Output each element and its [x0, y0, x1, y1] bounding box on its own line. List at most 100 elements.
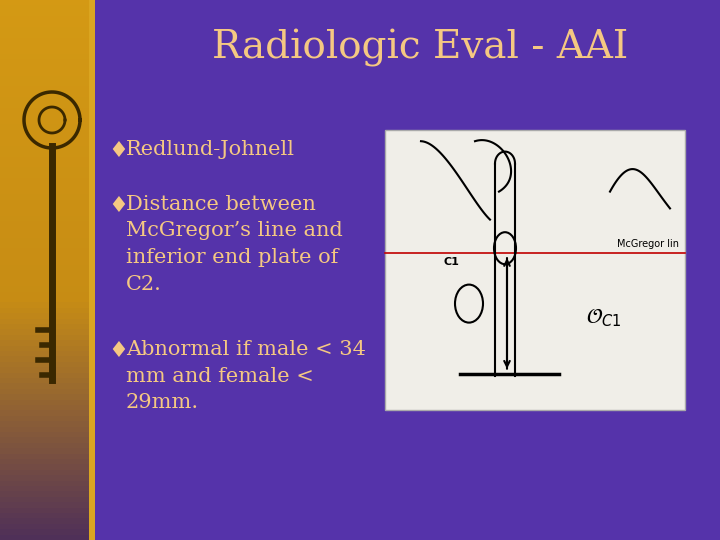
Bar: [0, 459, 95, 465]
Bar: [0, 27, 95, 33]
Bar: [0, 324, 95, 330]
Bar: [0, 508, 95, 514]
Bar: [385, 130, 685, 410]
Bar: [0, 437, 95, 444]
Bar: [0, 389, 95, 395]
Bar: [0, 362, 95, 368]
Bar: [0, 248, 95, 255]
Bar: [0, 173, 95, 179]
Bar: [0, 475, 95, 482]
Bar: [0, 356, 95, 363]
Bar: [0, 0, 95, 6]
Bar: [0, 86, 95, 93]
Bar: [0, 454, 95, 460]
Bar: [0, 481, 95, 487]
Bar: [0, 211, 95, 217]
Bar: [0, 394, 95, 401]
Bar: [0, 367, 95, 374]
Bar: [0, 97, 95, 104]
Bar: [0, 5, 95, 12]
Bar: [0, 221, 95, 228]
Text: Redlund-Johnell: Redlund-Johnell: [126, 140, 295, 159]
Bar: [0, 103, 95, 109]
Bar: [0, 124, 95, 131]
Bar: [0, 194, 95, 201]
Bar: [0, 140, 95, 147]
Bar: [0, 238, 95, 244]
Bar: [0, 54, 95, 60]
Bar: [89, 0, 95, 540]
Bar: [0, 470, 95, 476]
Bar: [0, 162, 95, 168]
Bar: [0, 346, 95, 352]
Bar: [0, 65, 95, 71]
Bar: [0, 292, 95, 298]
Bar: [0, 254, 95, 260]
Bar: [0, 243, 95, 249]
Text: ♦: ♦: [108, 140, 128, 162]
Bar: [0, 405, 95, 411]
Bar: [0, 340, 95, 347]
Bar: [0, 167, 95, 174]
Bar: [0, 130, 95, 136]
Bar: [0, 486, 95, 492]
Bar: [0, 59, 95, 66]
Bar: [0, 448, 95, 455]
Bar: [0, 216, 95, 222]
Bar: [0, 16, 95, 23]
Bar: [0, 416, 95, 422]
Bar: [0, 81, 95, 87]
Bar: [0, 335, 95, 341]
Bar: [0, 535, 95, 540]
Text: ♦: ♦: [108, 195, 128, 217]
Bar: [0, 227, 95, 233]
Bar: [0, 524, 95, 530]
Bar: [0, 151, 95, 158]
Bar: [0, 308, 95, 314]
Bar: [0, 410, 95, 417]
Text: McGregor lin: McGregor lin: [617, 239, 679, 249]
Bar: [0, 113, 95, 120]
Bar: [0, 319, 95, 325]
Bar: [0, 491, 95, 498]
Bar: [0, 135, 95, 141]
Bar: [0, 351, 95, 357]
Bar: [0, 432, 95, 438]
Bar: [0, 11, 95, 17]
Bar: [0, 76, 95, 82]
Bar: [0, 265, 95, 271]
Bar: [0, 502, 95, 509]
Text: Abnormal if male < 34
mm and female <
29mm.: Abnormal if male < 34 mm and female < 29…: [126, 340, 366, 412]
Bar: [0, 92, 95, 98]
Bar: [0, 146, 95, 152]
Bar: [0, 313, 95, 320]
Bar: [0, 529, 95, 536]
Bar: [0, 205, 95, 212]
Bar: [0, 184, 95, 190]
Text: Radiologic Eval - AAI: Radiologic Eval - AAI: [212, 29, 628, 67]
Bar: [0, 157, 95, 163]
Bar: [0, 400, 95, 406]
Bar: [0, 373, 95, 379]
Bar: [0, 518, 95, 525]
Bar: [0, 464, 95, 471]
Text: ♦: ♦: [108, 340, 128, 362]
Bar: [0, 378, 95, 384]
Bar: [0, 38, 95, 44]
Bar: [0, 297, 95, 303]
Bar: [0, 119, 95, 125]
Bar: [0, 275, 95, 282]
Bar: [0, 43, 95, 50]
Bar: [0, 70, 95, 77]
Bar: [0, 329, 95, 336]
Bar: [0, 178, 95, 185]
Bar: [0, 22, 95, 28]
Bar: [0, 270, 95, 276]
Bar: [0, 281, 95, 287]
Bar: [0, 108, 95, 114]
Bar: [0, 200, 95, 206]
Bar: [0, 513, 95, 519]
Bar: [0, 286, 95, 293]
Bar: [0, 32, 95, 39]
Bar: [0, 443, 95, 449]
